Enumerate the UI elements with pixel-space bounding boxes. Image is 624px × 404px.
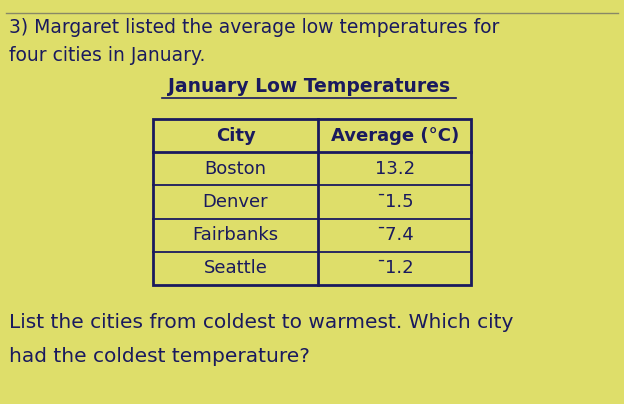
- Text: City: City: [216, 127, 255, 145]
- Bar: [153, 119, 471, 285]
- Text: Boston: Boston: [205, 160, 266, 178]
- Text: 3) Margaret listed the average low temperatures for: 3) Margaret listed the average low tempe…: [9, 18, 500, 37]
- Text: ¯1.2: ¯1.2: [376, 259, 414, 277]
- Text: ¯7.4: ¯7.4: [376, 226, 414, 244]
- Text: Fairbanks: Fairbanks: [192, 226, 279, 244]
- Text: 13.2: 13.2: [374, 160, 415, 178]
- Text: Denver: Denver: [203, 193, 268, 211]
- Text: January Low Temperatures: January Low Temperatures: [168, 77, 450, 96]
- Text: ¯1.5: ¯1.5: [376, 193, 414, 211]
- Text: List the cities from coldest to warmest. Which city: List the cities from coldest to warmest.…: [9, 313, 514, 332]
- Text: had the coldest temperature?: had the coldest temperature?: [9, 347, 310, 366]
- Text: Average (°C): Average (°C): [331, 127, 459, 145]
- Text: four cities in January.: four cities in January.: [9, 46, 206, 65]
- Text: Seattle: Seattle: [203, 259, 268, 277]
